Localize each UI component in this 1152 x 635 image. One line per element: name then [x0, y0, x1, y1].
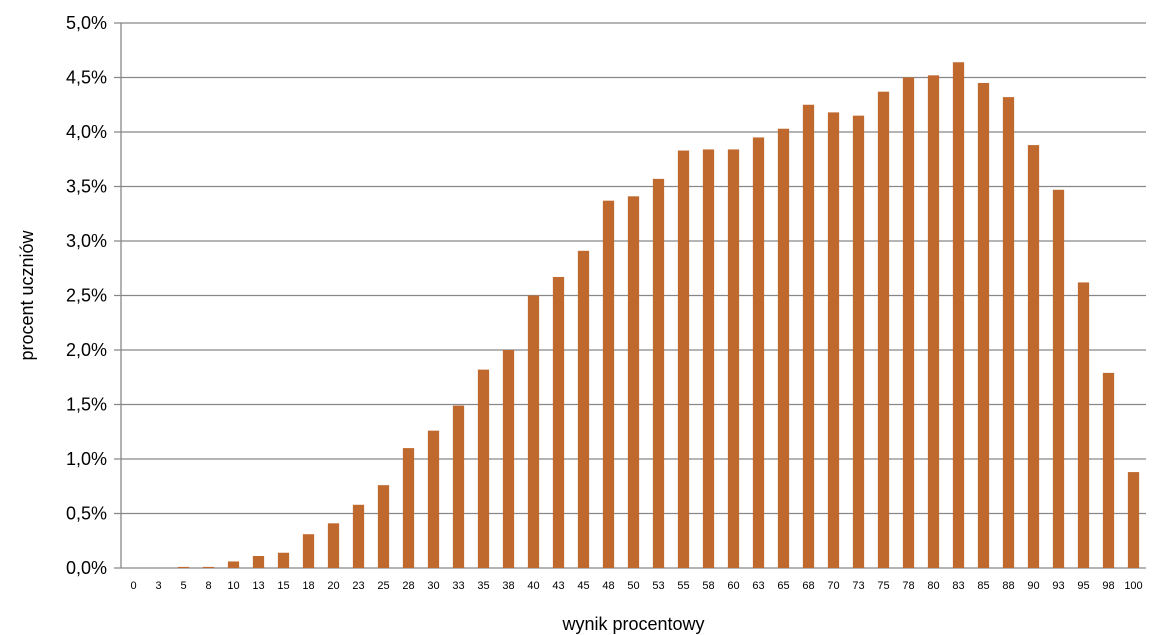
bar — [177, 566, 190, 568]
x-tick-label: 75 — [877, 580, 889, 592]
y-tick-label: 0,5% — [66, 504, 107, 524]
bar — [952, 62, 965, 569]
x-tick-label: 73 — [852, 580, 864, 592]
x-tick-label: 48 — [602, 580, 614, 592]
x-tick-label: 45 — [577, 580, 589, 592]
x-tick-label: 85 — [977, 580, 989, 592]
x-tick-label: 65 — [777, 580, 789, 592]
bar — [452, 405, 465, 568]
bar — [802, 104, 815, 568]
y-tick-label: 0,0% — [66, 558, 107, 578]
x-tick-label: 63 — [752, 580, 764, 592]
x-tick-label: 58 — [702, 580, 714, 592]
x-tick-label: 78 — [902, 580, 914, 592]
x-tick-label: 98 — [1102, 580, 1114, 592]
bar — [1077, 282, 1090, 568]
bar — [502, 350, 515, 568]
bar — [752, 137, 765, 568]
bar — [527, 295, 540, 568]
bar — [1027, 145, 1040, 568]
bar — [1002, 97, 1015, 569]
y-tick-label: 5,0% — [66, 13, 107, 33]
y-tick-label: 4,0% — [66, 122, 107, 142]
x-tick-label: 53 — [652, 580, 664, 592]
x-tick-label: 70 — [827, 580, 839, 592]
x-tick-label: 30 — [427, 580, 439, 592]
bar — [427, 430, 440, 568]
x-tick-label: 0 — [130, 580, 136, 592]
x-tick-label: 80 — [927, 580, 939, 592]
y-tick-label: 3,5% — [66, 177, 107, 197]
bar — [202, 566, 215, 568]
x-axis-ticks: 0 3 5 8 10 13 15 18 20 23 25 28 30 33 35 38 40 43 45 48 50 53… — [130, 580, 1142, 592]
bar — [677, 150, 690, 568]
x-tick-label: 90 — [1027, 580, 1039, 592]
x-tick-label: 83 — [952, 580, 964, 592]
x-tick-label: 68 — [802, 580, 814, 592]
bar — [627, 196, 640, 568]
x-tick-label: 15 — [277, 580, 289, 592]
x-tick-label: 10 — [227, 580, 239, 592]
bar — [977, 82, 990, 568]
x-tick-label: 43 — [552, 580, 564, 592]
bar — [1102, 372, 1115, 568]
bar — [652, 178, 665, 568]
y-tick-label: 4,5% — [66, 68, 107, 88]
x-tick-label: 38 — [502, 580, 514, 592]
bar — [827, 112, 840, 568]
x-tick-label: 95 — [1077, 580, 1089, 592]
y-tick-label: 1,5% — [66, 395, 107, 415]
y-tick-label: 1,0% — [66, 449, 107, 469]
y-tick-label: 3,0% — [66, 231, 107, 251]
bar — [702, 149, 715, 568]
x-tick-label: 88 — [1002, 580, 1014, 592]
bar — [602, 200, 615, 569]
x-tick-label: 93 — [1052, 580, 1064, 592]
bar — [302, 534, 315, 568]
x-tick-label: 60 — [727, 580, 739, 592]
y-axis-ticks: 0,0% 0,5% 1,0% 1,5% 2,0% 2,5% 3,0% 3,5% 4,0% 4,5%… — [66, 13, 107, 578]
bars — [177, 62, 1140, 569]
x-tick-label: 35 — [477, 580, 489, 592]
y-tick-label: 2,5% — [66, 286, 107, 306]
x-tick-label: 18 — [302, 580, 314, 592]
bar — [552, 276, 565, 568]
bar — [927, 75, 940, 568]
bar — [327, 523, 340, 568]
x-tick-label: 5 — [180, 580, 186, 592]
x-tick-label: 8 — [205, 580, 211, 592]
x-tick-label: 55 — [677, 580, 689, 592]
bar — [277, 552, 290, 568]
x-tick-label: 50 — [627, 580, 639, 592]
bar — [727, 149, 740, 568]
bar — [577, 250, 590, 568]
y-axis-title: procent uczniów — [17, 229, 37, 360]
bar — [352, 504, 365, 568]
x-tick-label: 20 — [327, 580, 339, 592]
bar — [377, 485, 390, 568]
bar — [877, 91, 890, 569]
bar — [402, 448, 415, 568]
x-tick-label: 100 — [1124, 580, 1142, 592]
bar — [252, 556, 265, 568]
x-tick-label: 25 — [377, 580, 389, 592]
x-tick-label: 33 — [452, 580, 464, 592]
x-tick-label: 23 — [352, 580, 364, 592]
x-tick-label: 3 — [155, 580, 161, 592]
bar — [852, 115, 865, 569]
bar — [227, 561, 240, 568]
x-tick-label: 13 — [252, 580, 264, 592]
bar — [477, 369, 490, 568]
x-tick-label: 28 — [402, 580, 414, 592]
x-tick-label: 40 — [527, 580, 539, 592]
y-tick-label: 2,0% — [66, 340, 107, 360]
x-axis-title: wynik procentowy — [561, 614, 704, 634]
bar — [777, 128, 790, 569]
bar — [1127, 472, 1140, 568]
bar — [902, 77, 915, 568]
bar — [1052, 189, 1065, 568]
